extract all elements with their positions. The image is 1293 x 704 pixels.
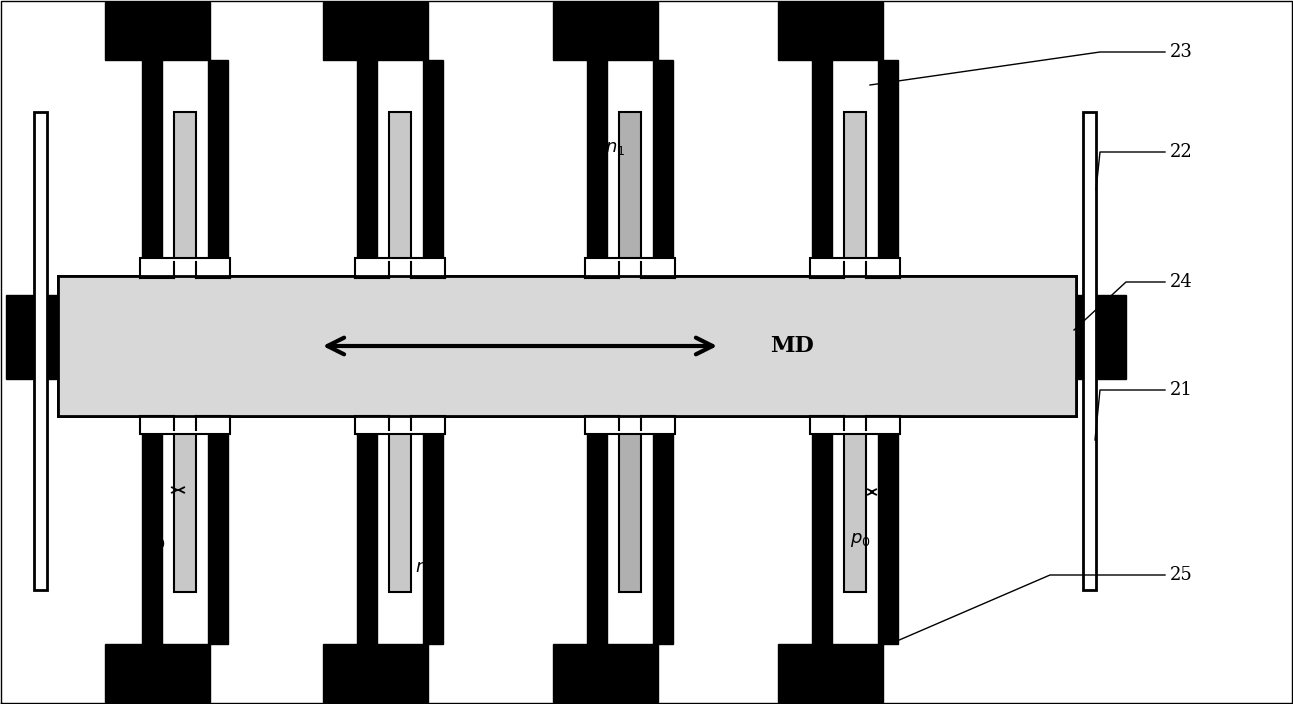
Bar — [389, 416, 411, 592]
Bar — [653, 60, 672, 272]
Text: 23: 23 — [1170, 43, 1193, 61]
Bar — [34, 112, 47, 590]
Bar — [142, 416, 162, 644]
Bar — [553, 2, 658, 60]
Text: MD: MD — [771, 335, 813, 357]
Bar — [878, 416, 899, 644]
Text: $d_0$: $d_0$ — [145, 529, 166, 551]
Text: 22: 22 — [1170, 143, 1192, 161]
Bar — [357, 416, 378, 644]
Bar — [208, 60, 228, 272]
Bar — [844, 416, 866, 592]
Bar — [140, 416, 230, 434]
Bar — [175, 416, 197, 592]
Text: 24: 24 — [1170, 273, 1192, 291]
Bar — [778, 644, 883, 702]
Bar — [809, 416, 900, 434]
Bar — [423, 60, 443, 272]
Bar — [1084, 112, 1096, 590]
Bar — [584, 258, 675, 278]
Bar — [619, 416, 641, 592]
Bar — [844, 112, 866, 276]
Bar — [175, 112, 197, 276]
Bar — [6, 295, 58, 379]
Bar — [58, 276, 1076, 416]
Bar — [584, 416, 675, 434]
Bar — [878, 60, 899, 272]
Bar — [142, 60, 162, 272]
Bar — [1074, 295, 1126, 379]
Bar — [208, 416, 228, 644]
Bar — [140, 258, 230, 278]
Text: $n_2$: $n_2$ — [415, 559, 436, 577]
Text: $p_0$: $p_0$ — [850, 531, 870, 549]
Bar — [323, 2, 428, 60]
Bar — [812, 416, 831, 644]
Bar — [778, 2, 883, 60]
Bar — [356, 416, 445, 434]
Text: $n_1$: $n_1$ — [605, 139, 625, 157]
Bar — [809, 258, 900, 278]
Bar — [587, 60, 606, 272]
Bar — [553, 644, 658, 702]
Bar — [389, 112, 411, 276]
Text: 21: 21 — [1170, 381, 1193, 399]
Bar — [356, 258, 445, 278]
Bar — [323, 644, 428, 702]
Bar — [587, 416, 606, 644]
Bar — [105, 644, 209, 702]
Bar — [105, 2, 209, 60]
Text: 25: 25 — [1170, 566, 1192, 584]
Bar — [653, 416, 672, 644]
Bar — [812, 60, 831, 272]
Bar — [619, 112, 641, 276]
Bar — [423, 416, 443, 644]
Bar — [357, 60, 378, 272]
Bar — [58, 276, 1076, 416]
